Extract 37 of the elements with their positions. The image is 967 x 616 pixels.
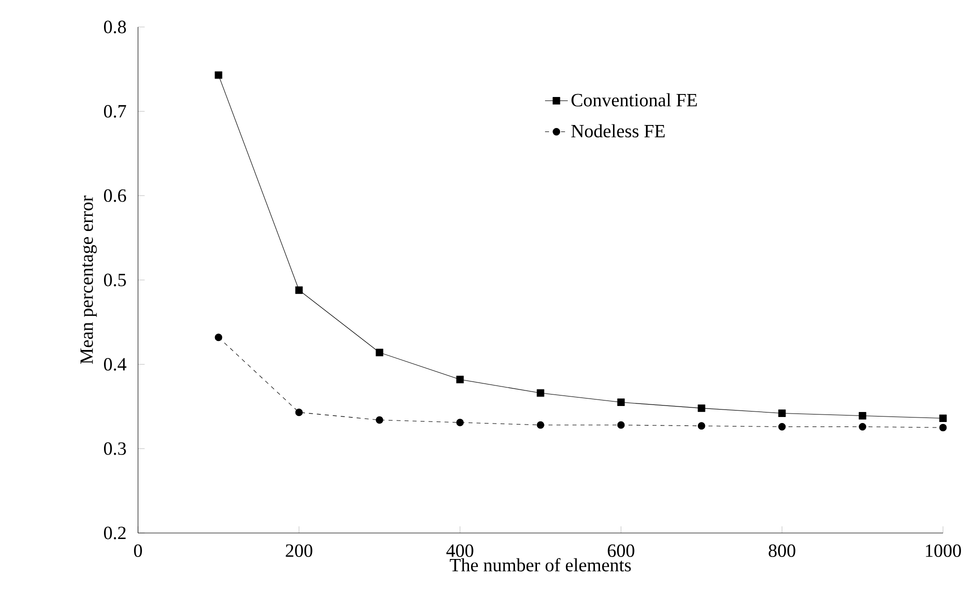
point: [456, 418, 464, 426]
point: [536, 421, 544, 429]
y-tick-label: 0.4: [104, 358, 126, 371]
point: [939, 414, 947, 422]
point: [214, 71, 222, 79]
y-tick-label: 0.2: [104, 526, 126, 540]
point: [858, 412, 866, 420]
point: [214, 334, 222, 342]
y-tick-label: 0.7: [104, 104, 126, 118]
point: [456, 376, 464, 384]
point: [536, 389, 544, 397]
point: [617, 421, 625, 429]
x-tick-label: 1000: [926, 544, 961, 557]
point: [376, 348, 384, 356]
legend-label: Conventional FE: [572, 93, 697, 106]
x-tick-label: 600: [608, 544, 634, 557]
x-axis-title: The number of elements: [450, 558, 631, 572]
point: [858, 422, 866, 430]
legend-label: Nodeless FE: [571, 124, 665, 138]
point: [295, 286, 303, 294]
x-tick-label: 800: [768, 544, 796, 557]
point: [698, 404, 706, 412]
point: [376, 416, 384, 424]
x-tick-label: 400: [446, 544, 474, 557]
point: [778, 422, 786, 430]
y-tick-label: 0.3: [104, 442, 126, 455]
point: [698, 422, 706, 430]
point: [778, 410, 786, 417]
y-axis-title: Mean percentage error: [80, 196, 97, 364]
point: [617, 398, 625, 406]
y-tick-label: 0.5: [104, 274, 126, 286]
point: [295, 408, 303, 416]
y-tick-label: 0.6: [104, 189, 126, 202]
x-tick-label: 200: [286, 544, 312, 557]
point: [939, 424, 947, 432]
y-tick-label: 0.8: [104, 20, 126, 34]
x-tick-label: 0: [134, 544, 142, 557]
